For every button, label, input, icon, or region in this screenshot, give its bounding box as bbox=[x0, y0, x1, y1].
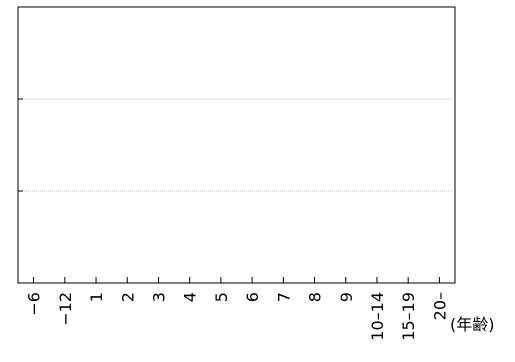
x-tick-label: −12 bbox=[56, 292, 75, 326]
x-tick-label: 2 bbox=[118, 292, 137, 302]
x-tick-label: 8 bbox=[306, 292, 325, 302]
y-axis-ticks bbox=[18, 98, 23, 192]
x-tick-label: 1 bbox=[87, 292, 106, 302]
x-tick-label: −6 bbox=[25, 292, 44, 316]
x-tick-label: 5 bbox=[212, 292, 231, 302]
x-tick-label: 10–14 bbox=[368, 292, 387, 341]
x-tick-label: 7 bbox=[274, 292, 293, 302]
x-tick-label: 3 bbox=[149, 292, 168, 302]
x-tick-label: 9 bbox=[337, 292, 356, 302]
x-axis-ticks bbox=[33, 277, 440, 283]
x-tick-label: 20– bbox=[430, 292, 449, 320]
x-axis-label: (年齢) bbox=[450, 315, 495, 334]
x-tick-label: 4 bbox=[181, 292, 200, 302]
x-tick-label: 6 bbox=[243, 292, 262, 302]
plot-frame bbox=[17, 6, 456, 284]
gridlines bbox=[18, 98, 455, 192]
x-axis-tick-labels: −6 −12 1 2 3 4 5 6 7 8 9 10–14 15–19 20– bbox=[25, 292, 450, 341]
x-tick-label: 15–19 bbox=[399, 292, 418, 341]
